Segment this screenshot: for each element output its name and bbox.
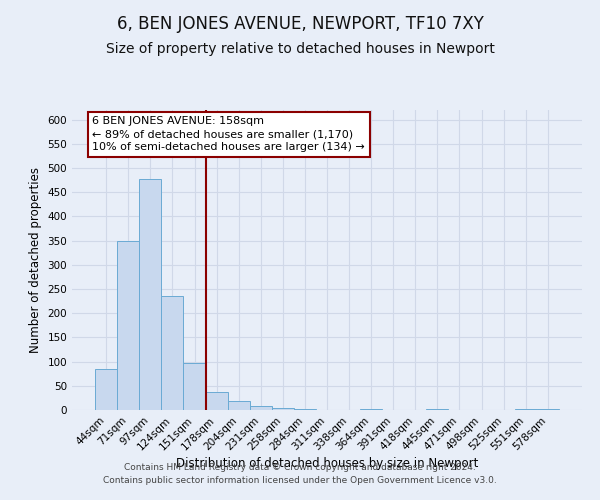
Bar [139, 178, 161, 410]
Text: Size of property relative to detached houses in Newport: Size of property relative to detached ho… [106, 42, 494, 56]
Bar [206, 392, 227, 410]
Text: 6, BEN JONES AVENUE, NEWPORT, TF10 7XY: 6, BEN JONES AVENUE, NEWPORT, TF10 7XY [116, 15, 484, 33]
Bar [515, 409, 537, 410]
Bar [294, 408, 316, 410]
Bar [537, 409, 559, 410]
Text: 6 BEN JONES AVENUE: 158sqm
← 89% of detached houses are smaller (1,170)
10% of s: 6 BEN JONES AVENUE: 158sqm ← 89% of deta… [92, 116, 365, 152]
Bar [161, 296, 184, 410]
Text: Contains public sector information licensed under the Open Government Licence v3: Contains public sector information licen… [103, 476, 497, 485]
Bar [184, 363, 206, 410]
Bar [227, 401, 250, 410]
Y-axis label: Number of detached properties: Number of detached properties [29, 167, 42, 353]
Bar [272, 408, 294, 410]
Text: Contains HM Land Registry data © Crown copyright and database right 2024.: Contains HM Land Registry data © Crown c… [124, 464, 476, 472]
Bar [427, 409, 448, 410]
X-axis label: Distribution of detached houses by size in Newport: Distribution of detached houses by size … [176, 458, 478, 470]
Bar [95, 370, 117, 410]
Bar [360, 408, 382, 410]
Bar [117, 240, 139, 410]
Bar [250, 406, 272, 410]
